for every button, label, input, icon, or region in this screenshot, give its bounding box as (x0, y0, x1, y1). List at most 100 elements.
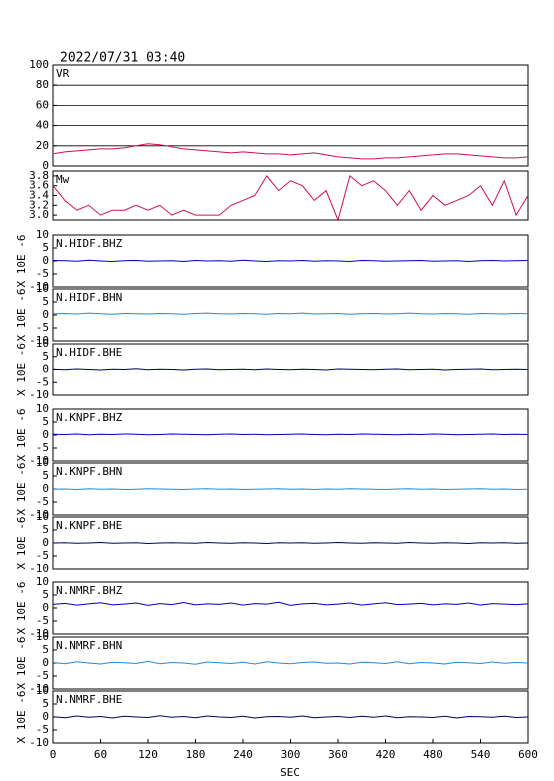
panel-label: N.HIDF.BHN (56, 291, 122, 304)
y-tick-label: 10 (36, 402, 49, 415)
y-tick-label: 0 (42, 656, 49, 669)
x-tick-label: 360 (328, 748, 348, 761)
y-tick-label: 5 (42, 241, 49, 254)
y-tick-label: -10 (29, 454, 49, 467)
y-axis-label: X 10E -6 (15, 235, 28, 288)
y-tick-label: -5 (36, 441, 49, 454)
y-tick-label: -10 (29, 562, 49, 575)
y-tick-label: 5 (42, 350, 49, 363)
y-tick-label: 40 (36, 119, 49, 132)
y-axis-label: X 10E -6 (15, 463, 28, 516)
y-axis-label: X 10E -6 (15, 582, 28, 635)
panel-label: N.HIDF.BHE (56, 346, 122, 359)
y-tick-label: 5 (42, 523, 49, 536)
y-tick-label: -5 (36, 495, 49, 508)
y-tick-label: -5 (36, 669, 49, 682)
y-tick-label: 0 (42, 536, 49, 549)
y-tick-label: 10 (36, 684, 49, 697)
y-tick-label: 10 (36, 228, 49, 241)
y-tick-label: 10 (36, 337, 49, 350)
y-tick-label: 3.0 (29, 208, 49, 221)
y-tick-label: 10 (36, 456, 49, 469)
y-tick-label: 10 (36, 575, 49, 588)
y-tick-label: 5 (42, 469, 49, 482)
trace-line (52, 433, 529, 436)
panel-label: Mw (56, 173, 70, 186)
y-tick-label: 10 (36, 630, 49, 643)
y-tick-label: -5 (36, 267, 49, 280)
y-tick-label: 0 (42, 482, 49, 495)
trace-line (52, 175, 529, 222)
y-tick-label: -5 (36, 321, 49, 334)
y-tick-label: -10 (29, 627, 49, 640)
y-tick-label: -5 (36, 723, 49, 736)
y-tick-label: -10 (29, 388, 49, 401)
y-tick-label: 0 (42, 601, 49, 614)
y-tick-label: 0 (42, 254, 49, 267)
y-tick-label: 5 (42, 697, 49, 710)
trace-line (52, 259, 529, 263)
y-tick-label: -10 (29, 682, 49, 695)
x-tick-label: 240 (233, 748, 253, 761)
y-tick-label: 0 (42, 308, 49, 321)
panel-label: N.KNPF.BHZ (56, 411, 123, 424)
panel-label: N.HIDF.BHZ (56, 237, 123, 250)
y-tick-label: 0 (42, 363, 49, 376)
y-tick-label: -10 (29, 508, 49, 521)
panel-frame (52, 288, 529, 342)
y-tick-label: 5 (42, 415, 49, 428)
y-tick-label: 20 (36, 139, 49, 152)
panel-label: N.KNPF.BHE (56, 519, 122, 532)
y-tick-label: 0 (42, 428, 49, 441)
panel-label: N.KNPF.BHN (56, 465, 122, 478)
trace-line (52, 541, 529, 545)
panel-label: N.NMRF.BHN (56, 639, 122, 652)
y-tick-label: 100 (29, 58, 49, 71)
y-tick-label: -10 (29, 736, 49, 749)
y-tick-label: -5 (36, 614, 49, 627)
x-tick-label: 480 (423, 748, 443, 761)
y-tick-label: -10 (29, 280, 49, 293)
y-tick-label: -5 (36, 549, 49, 562)
y-tick-label: 0 (42, 159, 49, 172)
panel-frame (52, 170, 529, 221)
y-tick-label: 3.8 (29, 169, 49, 182)
panel-label: N.NMRF.BHE (56, 693, 122, 706)
trace-line (52, 715, 529, 719)
trace-line (52, 488, 529, 491)
panel-label: N.NMRF.BHZ (56, 584, 123, 597)
y-tick-label: 60 (36, 98, 49, 111)
trace-line (52, 312, 529, 315)
y-tick-label: 5 (42, 588, 49, 601)
x-tick-label: 540 (471, 748, 491, 761)
y-tick-label: 5 (42, 643, 49, 656)
panel-label: VR (56, 67, 70, 80)
x-tick-label: 300 (281, 748, 301, 761)
trace-line (52, 143, 529, 160)
x-tick-label: 420 (376, 748, 396, 761)
y-tick-label: -10 (29, 334, 49, 347)
x-tick-label: 60 (94, 748, 107, 761)
y-axis-label: X 10E -6 (15, 517, 28, 570)
y-tick-label: 5 (42, 295, 49, 308)
y-tick-label: 3.2 (29, 198, 49, 211)
y-tick-label: 10 (36, 282, 49, 295)
x-tick-label: 180 (186, 748, 206, 761)
y-axis-label: X 10E -6 (15, 289, 28, 342)
panel-frame (52, 581, 529, 635)
trace-line (52, 368, 529, 371)
x-tick-label: 600 (518, 748, 538, 761)
y-axis-label: X 10E -6 (15, 409, 28, 462)
y-tick-label: 80 (36, 78, 49, 91)
y-axis-label: X 10E -6 (15, 691, 28, 744)
x-axis-label: SEC (280, 766, 300, 779)
trace-line (52, 660, 529, 665)
y-tick-label: 0 (42, 710, 49, 723)
y-tick-label: 3.4 (29, 189, 49, 202)
y-axis-label: X 10E -6 (15, 343, 28, 396)
panel-frame (52, 64, 529, 167)
y-axis-label: X 10E -6 (15, 637, 28, 690)
trace-line (52, 601, 529, 606)
y-tick-label: 10 (36, 510, 49, 523)
